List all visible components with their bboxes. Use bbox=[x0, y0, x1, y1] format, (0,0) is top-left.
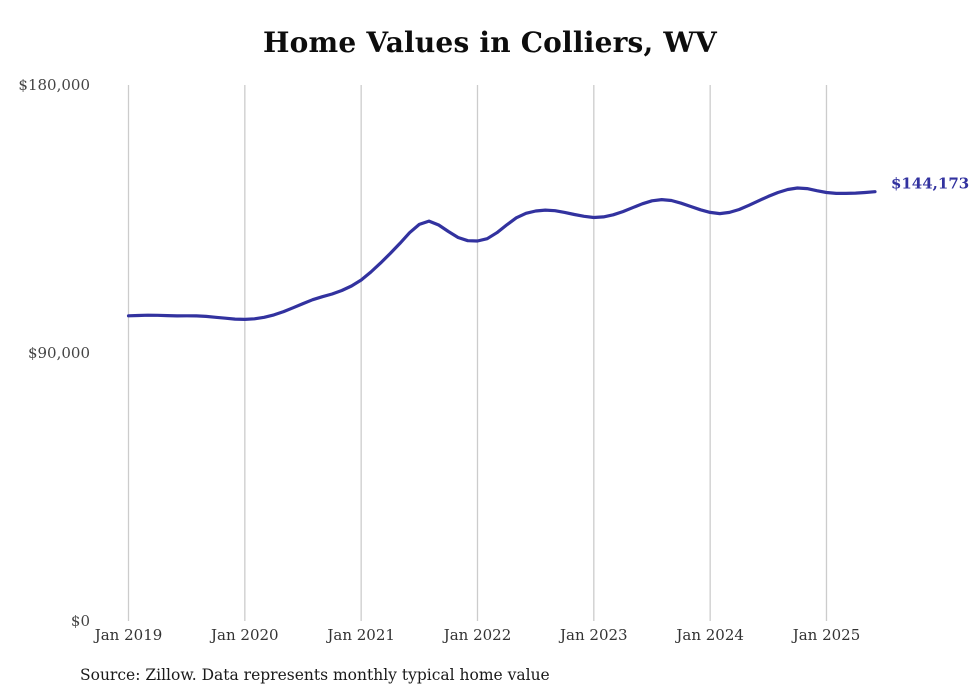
x-axis-tick-label: Jan 2020 bbox=[209, 626, 279, 644]
current-value-label: $144,173 bbox=[891, 175, 969, 193]
source-note: Source: Zillow. Data represents monthly … bbox=[80, 666, 550, 684]
chart-title: Home Values in Colliers, WV bbox=[263, 26, 717, 59]
y-axis-tick-label: $90,000 bbox=[28, 344, 90, 362]
x-axis-tick-label: Jan 2025 bbox=[791, 626, 861, 644]
x-axis-tick-label: Jan 2023 bbox=[558, 626, 628, 644]
x-axis-tick-label: Jan 2022 bbox=[442, 626, 512, 644]
x-axis-tick-label: Jan 2019 bbox=[93, 626, 163, 644]
x-axis-tick-label: Jan 2021 bbox=[325, 626, 395, 644]
value-line bbox=[126, 186, 877, 321]
x-axis-tick-label: Jan 2024 bbox=[674, 626, 744, 644]
y-axis-tick-label: $0 bbox=[71, 612, 90, 630]
y-axis-tick-label: $180,000 bbox=[18, 76, 90, 94]
